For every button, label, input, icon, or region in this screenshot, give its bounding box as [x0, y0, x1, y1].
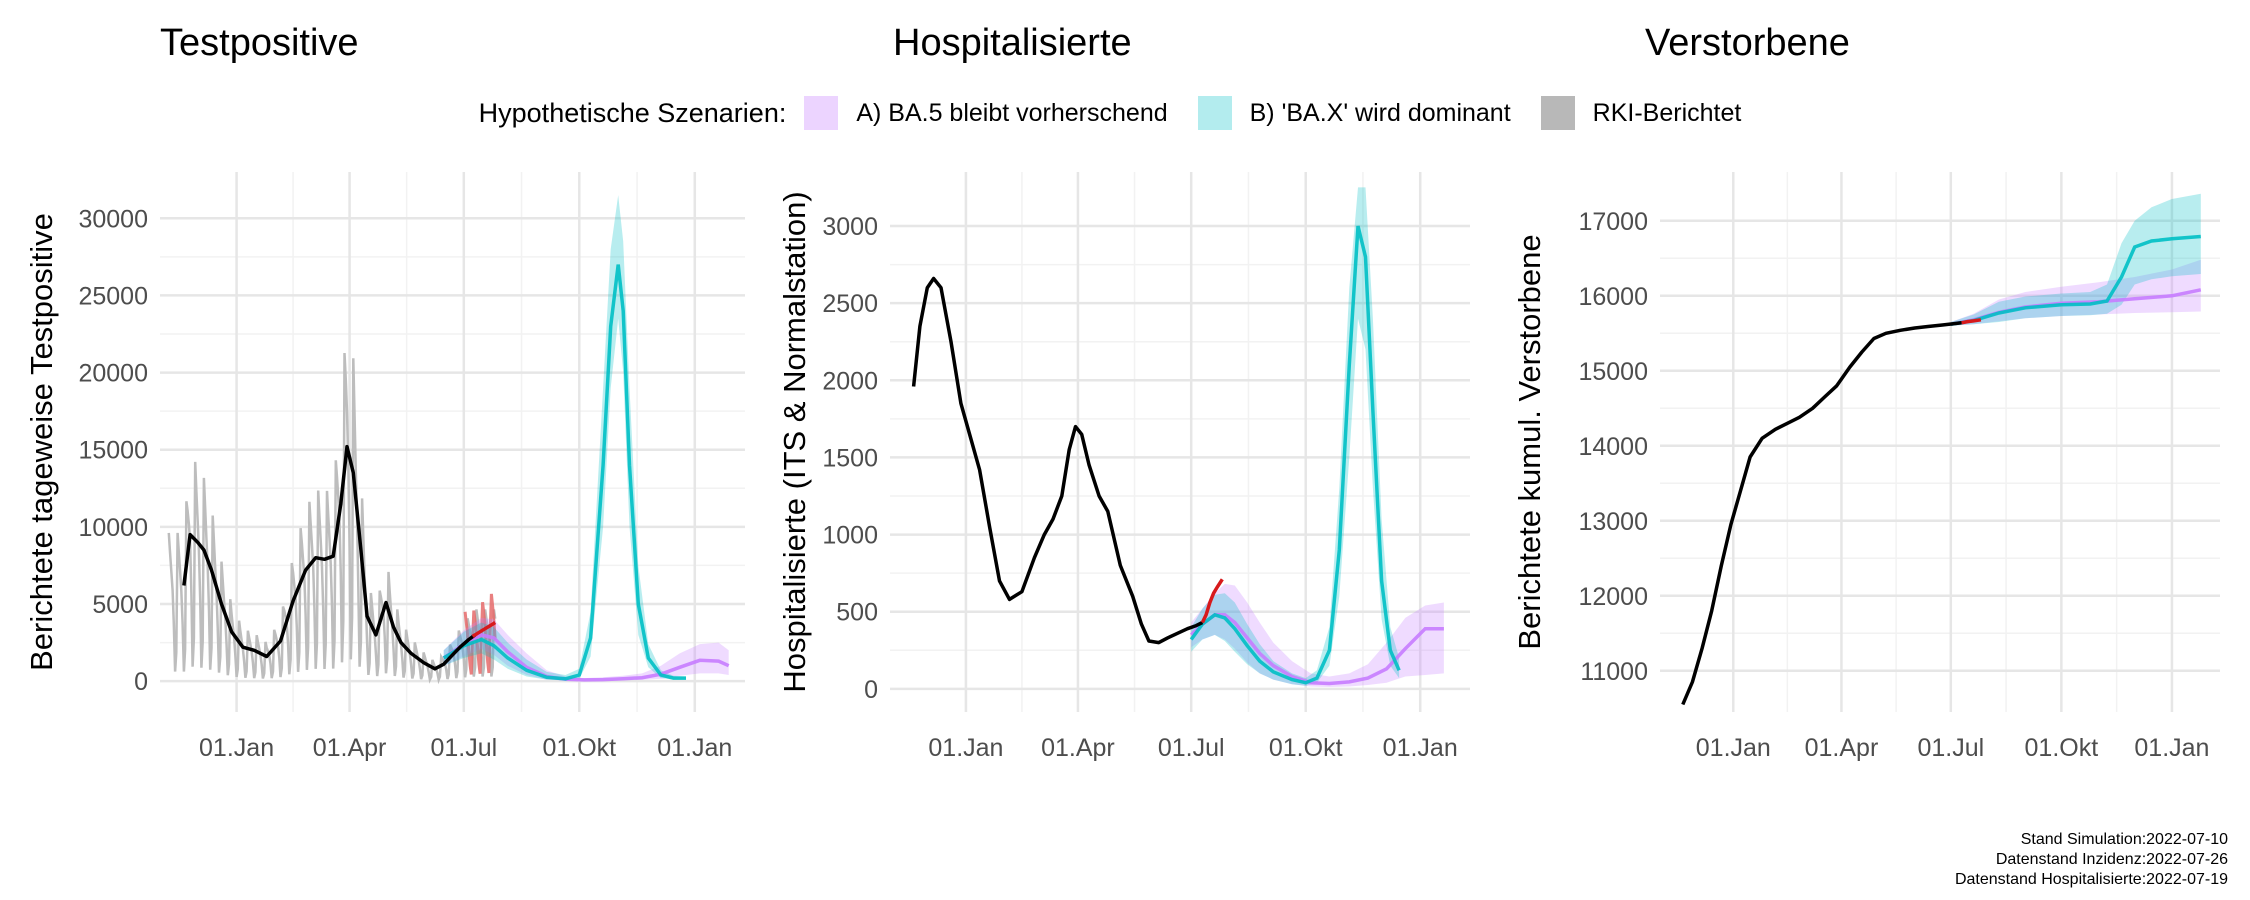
x-tick-label: 01.Jan: [657, 734, 732, 762]
y-tick-label: 20000: [78, 360, 148, 388]
legend-item-reported: RKI-Berichtet: [1540, 96, 1742, 130]
x-tick-label: 01.Jan: [1383, 734, 1458, 762]
y-axis-label: Berichtete kumul. Verstorbene: [1512, 234, 1547, 649]
x-tick-label: 01.Okt: [542, 734, 616, 762]
x-tick-label: 01.Jul: [1158, 734, 1225, 762]
footer-stand-simulation: Stand Simulation:2022-07-10: [2020, 831, 2228, 848]
x-tick-label: 01.Jan: [1696, 734, 1771, 762]
y-tick-label: 16000: [1578, 283, 1648, 311]
plot-hospitalisierte: 01.Jan 01.Apr 01.Jul 01.Okt 01.Jan 0 500 1000 15…: [777, 172, 1470, 762]
footer-datenstand-hospitalisierte: Datenstand Hospitalisierte:2022-07-19: [1954, 871, 2228, 888]
plot-verstorbene: 01.Jan 01.Apr 01.Jul 01.Okt 01.Jan 11000 12000…: [1512, 172, 2220, 762]
x-tick-label: 01.Jul: [1917, 734, 1984, 762]
y-tick-label: 11000: [1580, 658, 1648, 686]
legend-item-scenario-b: B) 'BA.X' wird dominant: [1197, 96, 1511, 130]
legend-key-scenario-b: [1197, 96, 1232, 130]
line-reported: [1681, 321, 1962, 706]
x-tick-label: 01.Okt: [2025, 734, 2099, 762]
y-tick-label: 15000: [1578, 358, 1648, 386]
line-scenario-a: [1189, 613, 1444, 686]
x-tick-label: 01.Okt: [1269, 734, 1343, 762]
x-tick-label: 01.Jan: [199, 734, 274, 762]
recent-daily-spikes: [463, 593, 497, 675]
line-reported: [182, 444, 477, 671]
legend-label-scenario-b: B) 'BA.X' wird dominant: [1249, 98, 1511, 127]
x-tick-label: 01.Jul: [430, 734, 497, 762]
legend-item-scenario-a: A) BA.5 bleibt vorherschend: [804, 96, 1168, 130]
y-tick-label: 15000: [78, 437, 148, 465]
y-tick-label: 14000: [1578, 433, 1648, 461]
ribbon-scenario-a: [1191, 583, 1444, 687]
y-tick-label: 3000: [822, 213, 878, 241]
line-scenario-a: [442, 633, 730, 682]
y-tick-label: 17000: [1578, 208, 1648, 236]
panel-title-testpositive: Testpositive: [160, 22, 359, 64]
y-tick-label: 30000: [78, 205, 148, 233]
line-scenario-b: [1950, 234, 2201, 327]
legend-key-reported: [1540, 96, 1575, 130]
y-tick-label: 12000: [1578, 583, 1648, 611]
panel-title-hospitalisierte: Hospitalisierte: [893, 22, 1132, 64]
y-tick-label: 10000: [78, 514, 148, 542]
plot-testpositive: 01.Jan 01.Apr 01.Jul 01.Okt 01.Jan 0 5000 10000…: [24, 172, 745, 762]
line-reported-recent: [471, 621, 497, 638]
legend-title: Hypothetische Szenarien:: [478, 97, 787, 128]
reported-daily-spikes: [167, 352, 497, 685]
y-tick-label: 2500: [822, 290, 878, 318]
panel-title-verstorbene: Verstorbene: [1645, 22, 1850, 64]
legend-label-reported: RKI-Berichtet: [1592, 98, 1742, 127]
y-tick-label: 13000: [1578, 508, 1648, 536]
line-scenario-b: [442, 264, 686, 681]
footer-notes: Stand Simulation:2022-07-10 Datenstand I…: [1955, 830, 2228, 890]
x-tick-label: 01.Apr: [1041, 734, 1115, 762]
x-tick-label: 01.Jan: [928, 734, 1003, 762]
ribbon-scenario-a: [443, 617, 729, 681]
line-reported-recent: [1200, 578, 1224, 624]
y-tick-label: 500: [836, 599, 878, 627]
y-tick-label: 0: [134, 668, 148, 696]
footer-datenstand-inzidenz: Datenstand Inzidenz:2022-07-26: [1995, 851, 2228, 868]
line-reported-recent: [1961, 318, 1982, 325]
y-tick-label: 25000: [78, 282, 148, 310]
y-tick-label: 5000: [92, 591, 148, 619]
y-tick-label: 0: [864, 676, 878, 704]
ribbon-scenario-b: [1950, 193, 2201, 326]
y-axis-label: Berichtete tageweise Testpositive: [24, 213, 59, 671]
x-tick-label: 01.Apr: [313, 734, 387, 762]
line-scenario-b: [1189, 225, 1401, 685]
legend: Hypothetische Szenarien: A) BA.5 bleibt …: [0, 96, 2250, 130]
x-tick-label: 01.Jan: [2134, 734, 2209, 762]
y-axis-label: Hospitalisierte (ITS & Normalstation): [777, 191, 812, 692]
ribbon-scenario-b: [443, 195, 686, 681]
y-tick-label: 2000: [822, 367, 878, 395]
y-tick-label: 1500: [822, 444, 878, 472]
legend-label-scenario-a: A) BA.5 bleibt vorherschend: [856, 98, 1168, 127]
x-tick-label: 01.Apr: [1805, 734, 1879, 762]
line-reported: [911, 276, 1204, 645]
legend-key-scenario-a: [804, 96, 839, 130]
y-tick-label: 1000: [822, 522, 878, 550]
